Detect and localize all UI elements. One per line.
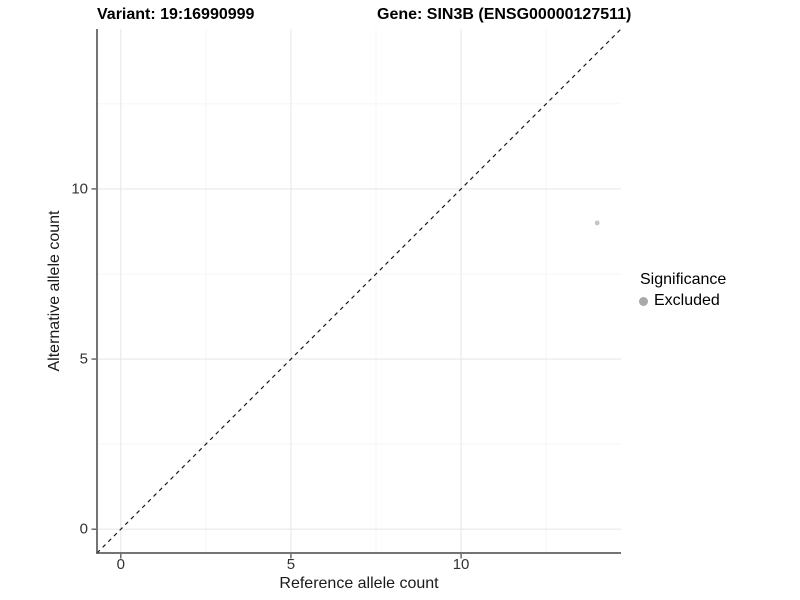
y-axis-title: Alternative allele count — [46, 210, 63, 372]
legend-item-excluded: Excluded — [636, 292, 726, 310]
plot-title-gene: Gene: SIN3B (ENSG00000127511) — [377, 6, 632, 23]
identity-reference-line — [96, 28, 622, 554]
legend-title: Significance — [640, 271, 727, 288]
x-tick-label: 0 — [116, 556, 125, 573]
legend-item-label: Excluded — [654, 292, 720, 309]
y-tick-label: 10 — [71, 180, 88, 198]
x-axis-title: Reference allele count — [279, 575, 439, 592]
legend: Significance Excluded — [636, 271, 726, 310]
y-tick-label: 5 — [79, 350, 88, 368]
x-tick-label: 5 — [286, 556, 296, 573]
legend-key-dot — [639, 296, 648, 306]
plot-title-variant: Variant: 19:16990999 — [97, 6, 255, 23]
y-tick-label: 0 — [79, 520, 88, 538]
data-point — [594, 220, 600, 226]
x-tick-label: 10 — [452, 556, 470, 573]
